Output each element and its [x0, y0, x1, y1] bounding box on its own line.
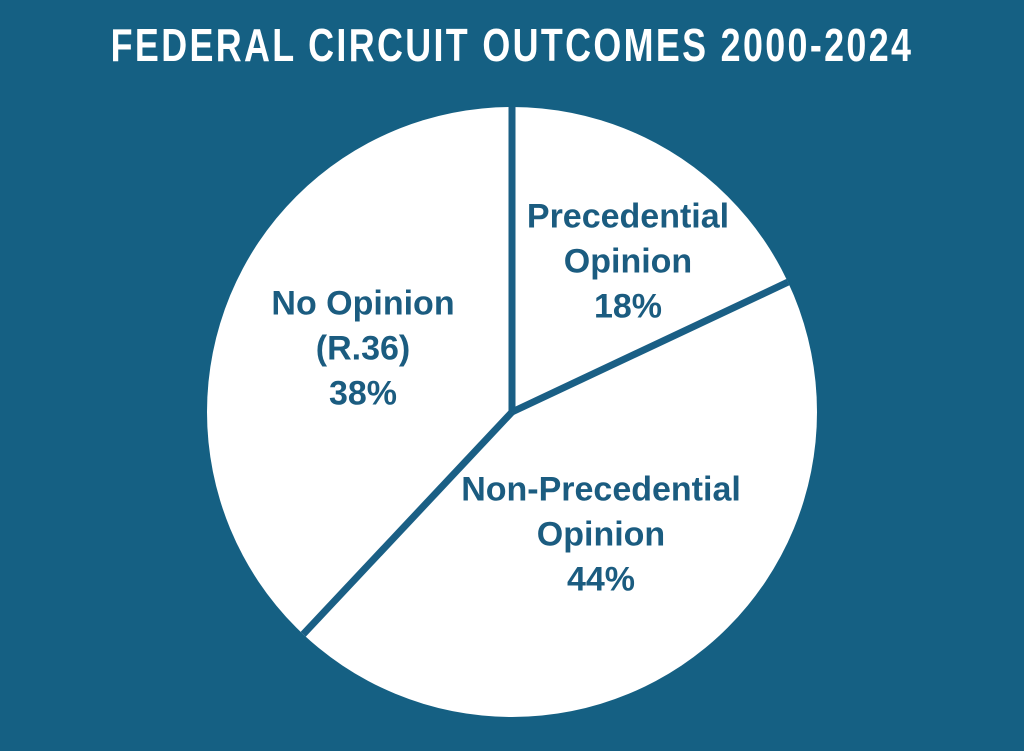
- chart-title: FEDERAL CIRCUIT OUTCOMES 2000-2024: [110, 19, 914, 71]
- slice-label-no-opinion-r36: No Opinion (R.36) 38%: [271, 282, 454, 417]
- slice-label-line: Opinion: [563, 242, 693, 281]
- slice-value: 38%: [328, 374, 398, 413]
- slice-label-precedential-opinion: Precedential Opinion 18%: [527, 195, 729, 330]
- slice-label-line: (R.36): [315, 329, 411, 368]
- slice-value: 44%: [566, 560, 636, 599]
- slice-label-line: Precedential: [526, 197, 730, 236]
- slice-dividers: [300, 107, 790, 637]
- slice-label-line: No Opinion: [271, 284, 455, 323]
- slice-label-non-precedential-opinion: Non-Precedential Opinion 44%: [461, 468, 741, 603]
- slice-divider: [510, 278, 790, 416]
- slice-divider: [300, 409, 515, 637]
- slice-value: 18%: [593, 287, 663, 326]
- slice-label-line: Opinion: [536, 515, 666, 554]
- slice-label-line: Non-Precedential: [461, 470, 741, 509]
